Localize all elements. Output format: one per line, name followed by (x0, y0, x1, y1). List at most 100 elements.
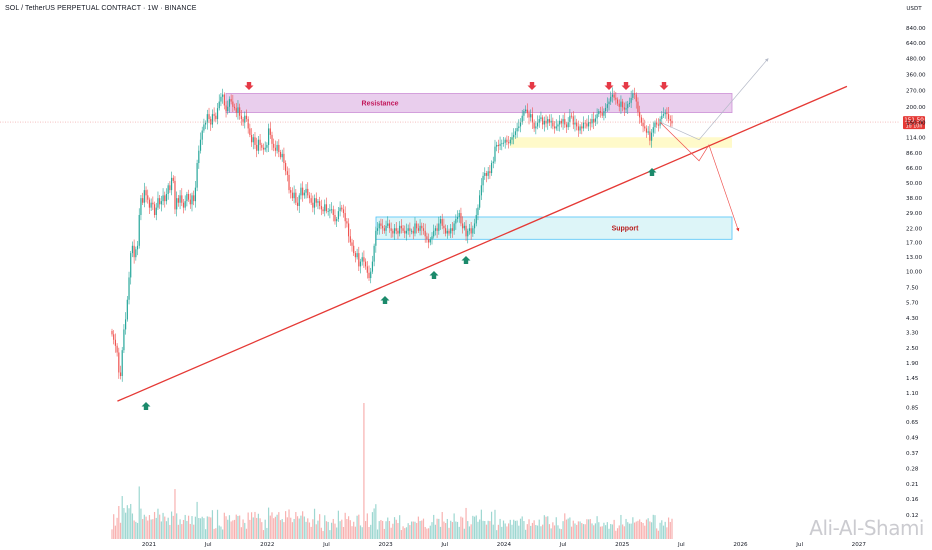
candle-body (324, 204, 326, 212)
price-tick-label: 150.00 (906, 121, 926, 127)
candle-body (485, 173, 488, 176)
volume-bar (405, 527, 408, 539)
candle-body (267, 128, 270, 145)
volume-bar (286, 517, 288, 539)
candle-body (174, 180, 176, 210)
candle-body (164, 195, 166, 202)
candle-body (269, 128, 271, 135)
candle-body (194, 187, 197, 202)
volume-bar (455, 521, 457, 539)
volume-bar (453, 513, 455, 539)
resistance-zone (225, 93, 733, 113)
volume-bar (586, 519, 588, 539)
volume-bar (365, 521, 367, 539)
candle-body (170, 177, 173, 191)
volume-bar (470, 524, 472, 539)
volume-bar (620, 514, 622, 539)
volume-bar (409, 525, 411, 539)
volume-bar (222, 529, 224, 539)
time-tick-label: Jul (204, 542, 212, 548)
volume-bar (472, 515, 474, 539)
volume-bar (193, 524, 195, 539)
price-tick-label: 0.85 (906, 405, 919, 411)
price-tick-label: 17.00 (906, 240, 922, 246)
volume-bar (159, 514, 161, 539)
volume-bar (278, 512, 280, 539)
candle-body (329, 209, 331, 212)
candle-body (157, 198, 159, 208)
volume-bar (177, 524, 179, 539)
volume-bar (267, 507, 270, 539)
candle-body (601, 112, 603, 116)
candle-body (656, 122, 658, 125)
candle-body (242, 119, 244, 123)
volume-bar (336, 527, 338, 539)
candle-body (414, 223, 416, 234)
price-tick-label: 360.00 (906, 72, 926, 78)
time-tick-label: Jul (322, 542, 330, 548)
volume-bar (385, 521, 387, 539)
candle-body (167, 185, 169, 195)
candle-body (385, 225, 387, 231)
candle-body (439, 219, 442, 224)
volume-bar (218, 525, 220, 539)
candle-body (395, 228, 397, 231)
candle-body (606, 104, 608, 108)
volume-bar (623, 526, 625, 539)
candle-body (608, 101, 610, 105)
volume-bar (627, 522, 629, 539)
candle-body (380, 223, 382, 226)
candle-body (182, 202, 185, 208)
volume-bar (138, 486, 140, 539)
volume-bar (542, 524, 544, 539)
candle-body (181, 195, 183, 203)
volume-bar (548, 524, 551, 539)
volume-bar (490, 511, 493, 539)
volume-bar (230, 521, 232, 539)
volume-bar (642, 522, 644, 539)
candle-body (172, 177, 174, 181)
sell-arrow-icon (604, 82, 614, 90)
volume-bar (618, 525, 620, 539)
candle-body (650, 132, 653, 141)
candle-body (339, 207, 341, 212)
volume-bar (143, 514, 145, 539)
candle-body (247, 119, 249, 129)
candle-body (666, 112, 668, 115)
volume-bar (232, 520, 234, 539)
candle-body (186, 194, 188, 202)
volume-bar (421, 520, 423, 539)
volume-bar (650, 522, 653, 539)
volume-bar (237, 515, 239, 539)
candle-body (404, 230, 406, 234)
volume-bar (633, 522, 636, 539)
candle-body (184, 201, 186, 208)
candle-body (128, 277, 130, 300)
volume-bar (535, 524, 537, 539)
volume-bar (189, 523, 191, 539)
price-tick-label: 270.00 (906, 88, 926, 94)
volume-bar (399, 515, 401, 539)
candle-body (198, 150, 200, 164)
candle-body (611, 94, 614, 97)
chart-title: SOL / TetherUS PERPETUAL CONTRACT · 1W ·… (5, 5, 197, 12)
candle-body (576, 122, 578, 127)
candle-body (145, 190, 147, 196)
candle-body (244, 115, 246, 123)
candle-body (584, 122, 586, 124)
volume-bar (521, 516, 523, 539)
volume-bar (450, 520, 452, 539)
volume-bar (254, 511, 256, 539)
candle-body (121, 350, 123, 377)
candle-body (523, 111, 525, 116)
candle-body (199, 139, 202, 151)
volume-bar (582, 524, 585, 539)
candle-body (131, 245, 134, 254)
time-tick-label: 2027 (852, 542, 867, 548)
candle-body (543, 120, 545, 125)
candle-body (211, 114, 214, 125)
candle-body (365, 261, 367, 267)
volume-bar (584, 524, 586, 539)
volume-bar (249, 519, 251, 539)
